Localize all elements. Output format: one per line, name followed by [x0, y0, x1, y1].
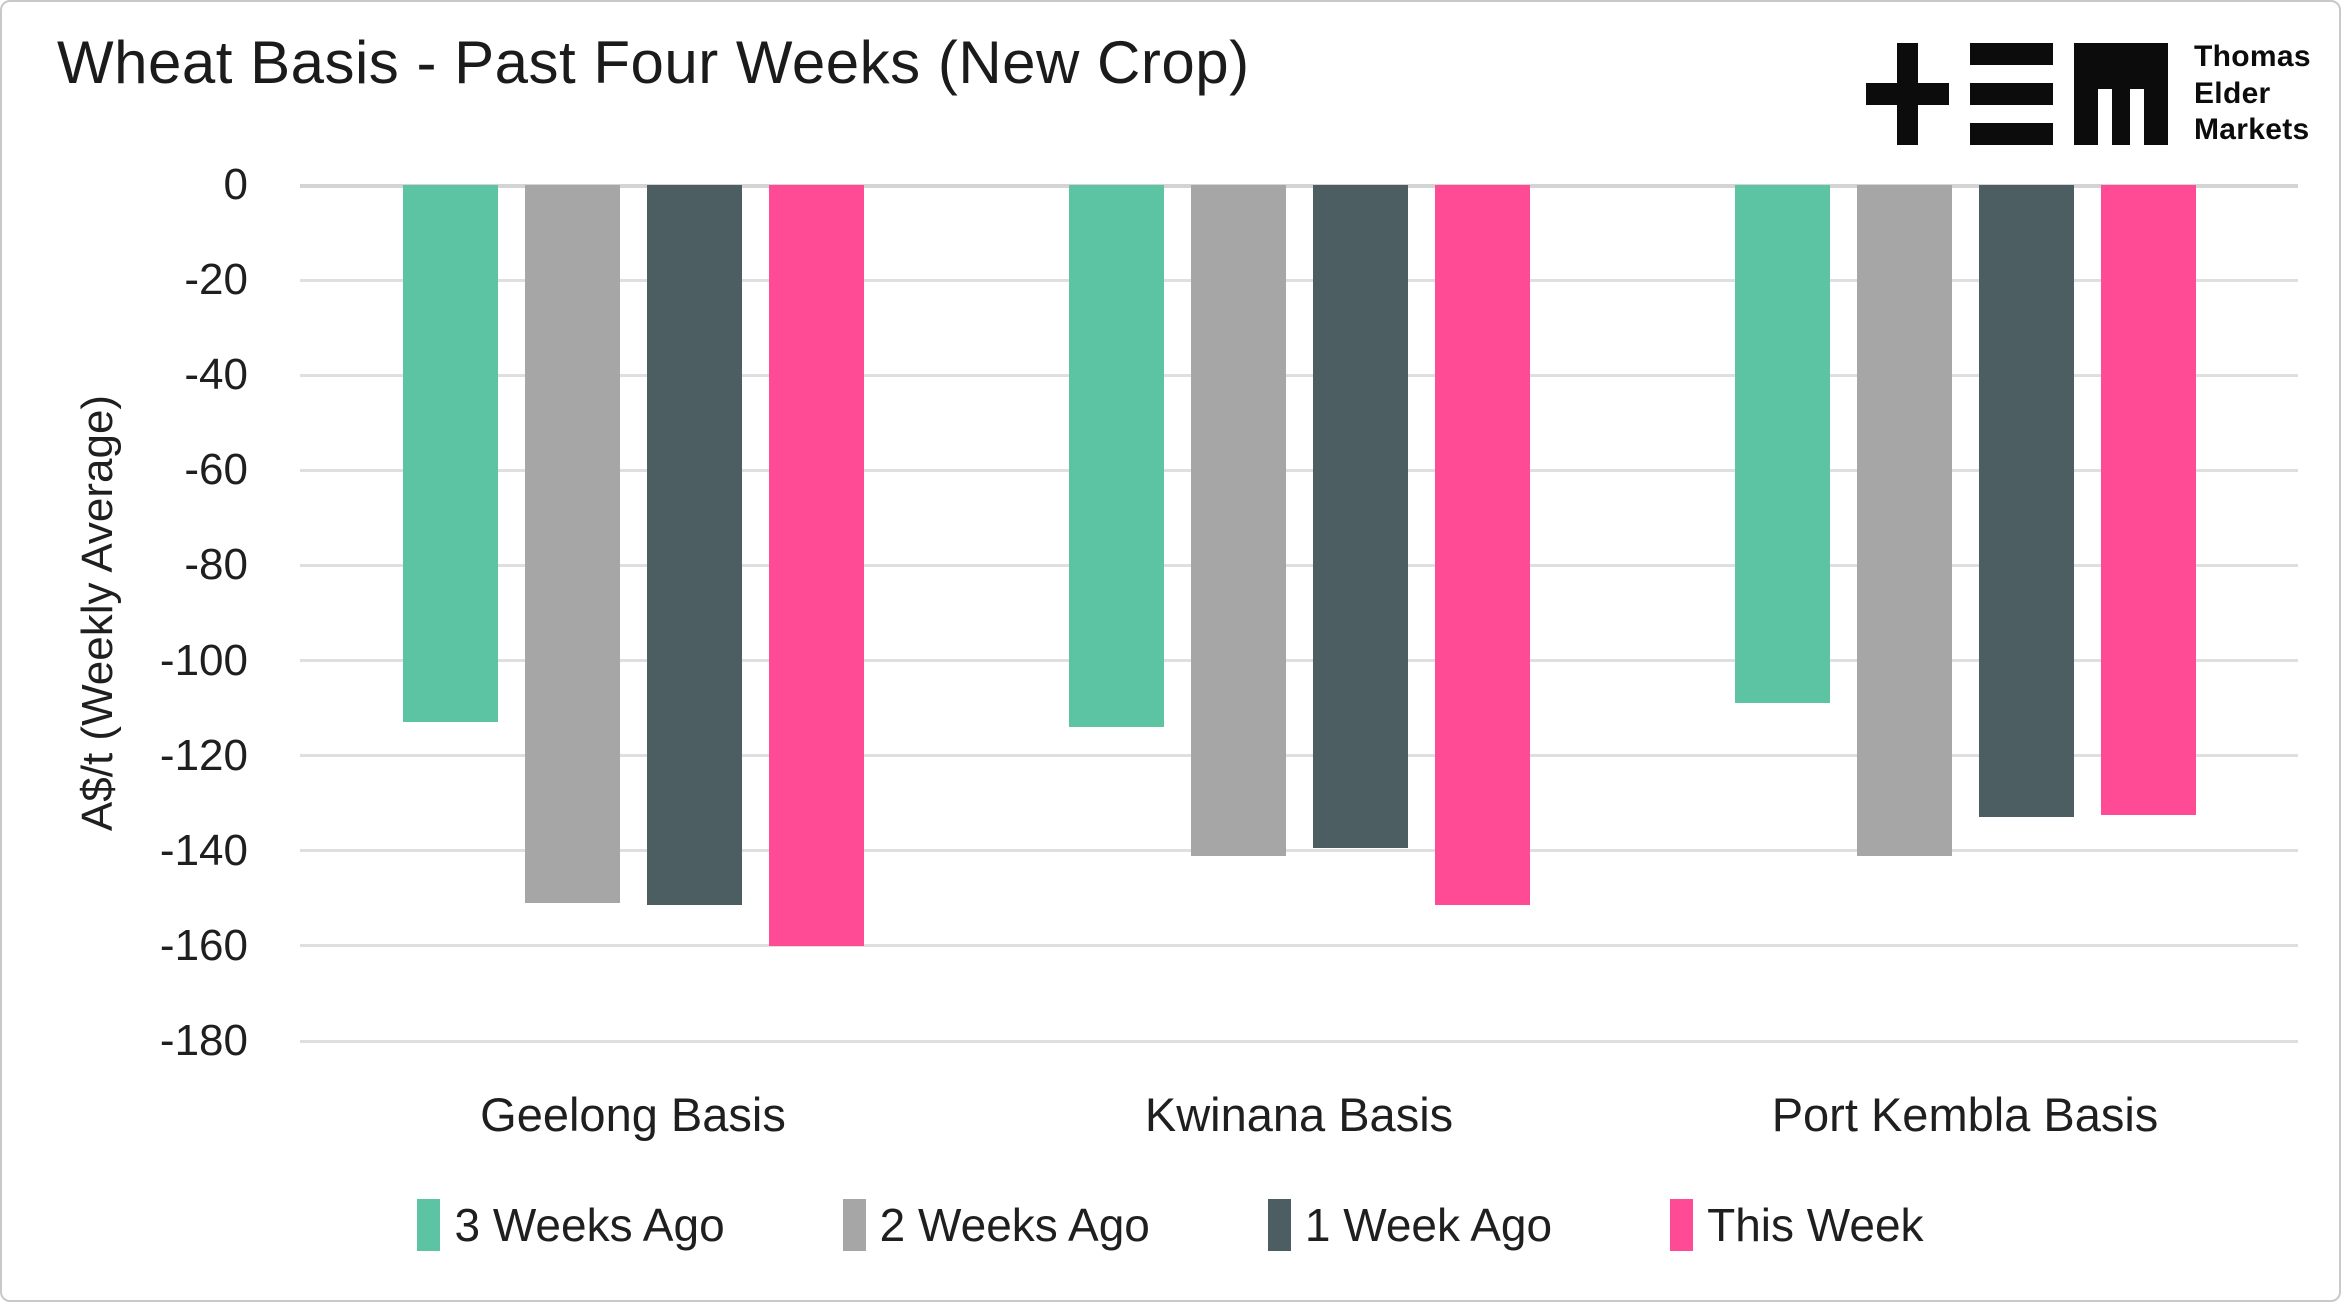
legend-item: 1 Week Ago	[1267, 1198, 1553, 1252]
legend-swatch	[842, 1199, 866, 1251]
category-label: Port Kembla Basis	[1771, 1088, 2159, 1141]
bar-2-weeks-ago	[524, 185, 620, 904]
bar-1-week-ago	[646, 185, 742, 906]
gridline	[300, 563, 2298, 567]
gridline	[300, 849, 2298, 853]
triple-bar-icon	[1970, 42, 2053, 145]
bar-this-week	[2100, 185, 2196, 816]
bar-3-weeks-ago	[1068, 185, 1164, 728]
legend-swatch	[1670, 1199, 1694, 1251]
y-tick-label: -60	[184, 445, 248, 495]
legend-label: 1 Week Ago	[1304, 1199, 1553, 1251]
y-tick-label: 0	[223, 160, 248, 209]
legend-label: 3 Weeks Ago	[454, 1199, 725, 1251]
y-tick-label: -140	[159, 825, 248, 875]
gridline	[300, 659, 2298, 663]
legend-item: This Week	[1670, 1198, 1924, 1252]
gridline	[300, 1039, 2298, 1043]
legend-item: 3 Weeks Ago	[417, 1198, 725, 1252]
chart-title: Wheat Basis - Past Four Weeks (New Crop)	[57, 29, 1250, 96]
legend-item: 2 Weeks Ago	[842, 1198, 1150, 1252]
y-tick-label: -20	[184, 255, 248, 305]
x-axis-category-labels: Geelong Basis Kwinana Basis Port Kembla Ba…	[300, 1087, 2298, 1147]
y-axis-tick-labels: 0 -20 -40 -60 -80 -100 -120 -140 -160 -180	[2, 2, 274, 1300]
y-tick-label: -160	[159, 920, 248, 970]
gridline	[300, 944, 2298, 948]
category-label: Geelong Basis	[480, 1088, 786, 1141]
bar-2-weeks-ago	[1856, 185, 1952, 856]
thomas-elder-markets-logo: Thomas Elder Markets	[1866, 39, 2311, 149]
bar-2-weeks-ago	[1190, 185, 1286, 856]
tem-symbol	[1866, 42, 2168, 145]
logo-line-1: Thomas	[2194, 40, 2311, 73]
logo-wordmark: Thomas Elder Markets	[2194, 39, 2311, 149]
y-tick-label: -40	[184, 350, 248, 400]
block-m-icon	[2074, 42, 2168, 145]
category-label: Kwinana Basis	[1144, 1088, 1454, 1141]
y-tick-label: -120	[159, 730, 248, 780]
bar-1-week-ago	[1312, 185, 1408, 849]
legend: 3 Weeks Ago 2 Weeks Ago 1 Week Ago This Wee…	[2, 1198, 2339, 1252]
y-tick-label: -180	[159, 1016, 248, 1065]
plus-icon	[1866, 42, 1949, 145]
bar-1-week-ago	[1978, 185, 2074, 818]
gridline	[300, 754, 2298, 758]
legend-label: This Week	[1707, 1199, 1924, 1251]
zero-gridline	[300, 183, 2298, 188]
y-tick-label: -100	[159, 635, 248, 685]
bar-this-week	[1434, 185, 1530, 906]
legend-swatch	[1267, 1199, 1291, 1251]
logo-line-2: Elder	[2194, 76, 2271, 110]
gridline	[300, 278, 2298, 282]
gridline	[300, 373, 2298, 377]
logo-line-3: Markets	[2194, 113, 2310, 147]
plot-area	[300, 183, 2298, 1043]
legend-label: 2 Weeks Ago	[879, 1199, 1150, 1251]
gridline	[300, 468, 2298, 472]
y-tick-label: -80	[184, 540, 248, 590]
bar-3-weeks-ago	[402, 185, 498, 723]
bar-this-week	[768, 185, 864, 946]
bar-3-weeks-ago	[1734, 185, 1830, 704]
y-axis-title: A$/t (Weekly Average)	[73, 394, 122, 832]
legend-swatch	[417, 1199, 441, 1251]
